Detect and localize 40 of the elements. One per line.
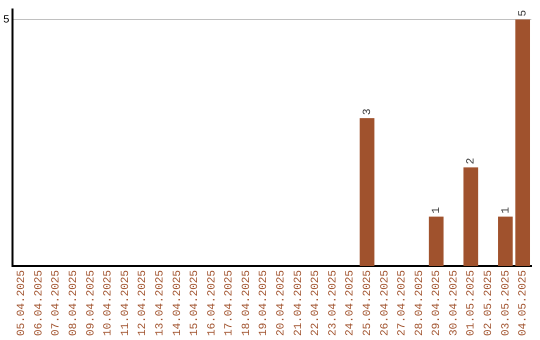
- x-tick-label: 09.04.2025: [85, 270, 98, 336]
- data-label: 1: [500, 206, 512, 214]
- bar: [463, 167, 478, 266]
- x-tick-label: 22.04.2025: [310, 270, 322, 336]
- x-tick-label: 15.04.2025: [189, 270, 202, 336]
- x-tick-label: 28.04.2025: [414, 270, 426, 336]
- x-tick-label: 01.05.2025: [466, 270, 478, 336]
- x-tick-label: 05.04.2025: [16, 270, 28, 336]
- x-tick-label: 27.04.2025: [396, 270, 409, 336]
- x-tick-label: 23.04.2025: [327, 270, 340, 336]
- x-tick-label: 06.04.2025: [33, 270, 46, 336]
- x-tick-label: 25.04.2025: [362, 270, 374, 336]
- bar: [428, 216, 444, 266]
- x-tick-label: 14.04.2025: [172, 270, 184, 336]
- x-tick-label: 21.04.2025: [292, 270, 305, 336]
- x-tick-label: 24.04.2025: [344, 270, 357, 336]
- x-tick-label: 29.04.2025: [431, 270, 444, 336]
- data-label: 2: [466, 158, 478, 164]
- x-tick-label: 30.04.2025: [448, 270, 460, 336]
- bar: [515, 19, 530, 266]
- x-tick-label: 26.04.2025: [379, 270, 392, 336]
- bar: [360, 118, 374, 266]
- x-tick-label: 11.04.2025: [120, 270, 132, 336]
- x-tick-label: 13.04.2025: [154, 270, 166, 336]
- x-tick-label: 16.04.2025: [206, 270, 218, 336]
- x-tick-label: 18.04.2025: [240, 270, 253, 336]
- x-tick-label: 02.05.2025: [482, 270, 495, 336]
- x-tick-label: 20.04.2025: [276, 270, 288, 336]
- bar: [498, 216, 513, 266]
- x-tick-label: 03.05.2025: [500, 270, 512, 336]
- x-tick-label: 10.04.2025: [102, 270, 115, 336]
- x-tick-label: 12.04.2025: [137, 270, 150, 336]
- x-tick-label: 17.04.2025: [224, 270, 236, 336]
- x-tick-label: 04.05.2025: [518, 270, 530, 336]
- data-label: 1: [431, 206, 444, 214]
- data-label: 5: [518, 10, 530, 16]
- x-tick-label: 07.04.2025: [50, 270, 63, 336]
- x-tick-label: 08.04.2025: [68, 270, 80, 336]
- data-label: 3: [362, 108, 374, 116]
- x-tick-label: 19.04.2025: [258, 270, 270, 336]
